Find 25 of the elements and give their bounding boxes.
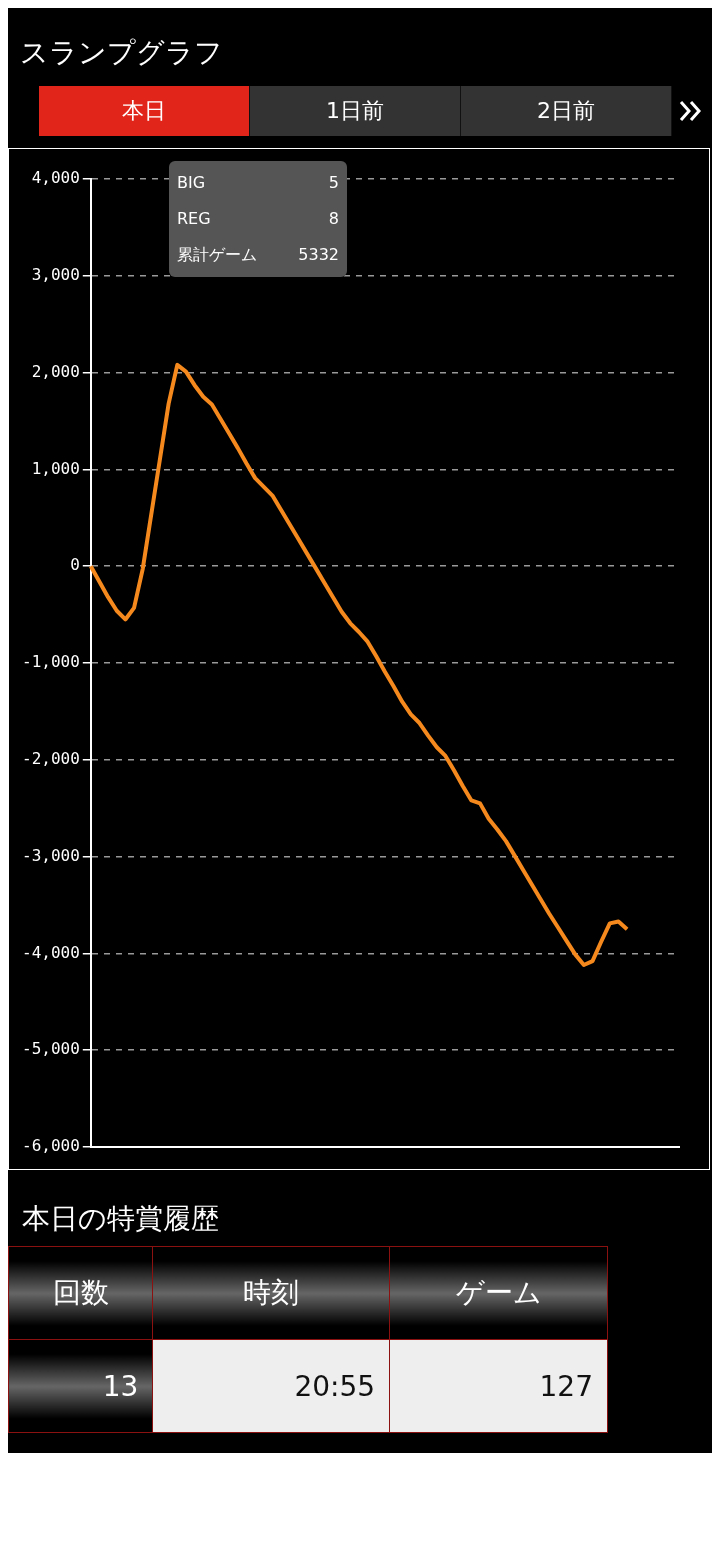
y-tick-label: -5,000 <box>22 1039 80 1059</box>
y-tick-label: 4,000 <box>31 168 80 188</box>
chart-title: スランプグラフ <box>19 35 224 71</box>
text: 時刻 <box>152 1246 390 1340</box>
text: 127 <box>389 1339 608 1433</box>
y-tick-label: 1,000 <box>31 458 80 478</box>
y-tick-label: -6,000 <box>22 1136 80 1156</box>
text: 13 <box>8 1339 153 1433</box>
text: ゲーム <box>389 1246 608 1340</box>
text: 1日前 <box>250 86 461 136</box>
text: 回数 <box>8 1246 153 1340</box>
text: 本日 <box>39 86 250 136</box>
y-tick-label: 3,000 <box>31 264 80 284</box>
y-tick-label: 0 <box>70 555 80 575</box>
y-tick-label: 2,000 <box>31 361 80 381</box>
text: REG 8 <box>177 209 339 228</box>
text: 20:55 <box>152 1339 390 1433</box>
text: BIG 5 <box>177 173 339 192</box>
text: 2日前 <box>461 86 672 136</box>
text: 本日の特賞履歴 <box>21 1201 220 1237</box>
y-tick-label: -1,000 <box>22 652 80 672</box>
y-tick-label: -4,000 <box>22 942 80 962</box>
y-tick-label: -3,000 <box>22 845 80 865</box>
text: 累計ゲーム 5332 <box>177 245 339 264</box>
y-tick-label: -2,000 <box>22 748 80 768</box>
